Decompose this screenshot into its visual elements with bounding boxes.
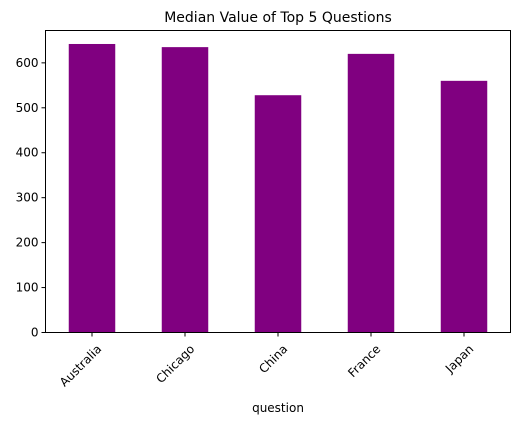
y-tick-label: 400 — [16, 146, 39, 160]
y-tick-label: 100 — [16, 281, 39, 295]
y-tick-label: 600 — [16, 56, 39, 70]
chart-title: Median Value of Top 5 Questions — [164, 10, 392, 26]
x-axis-label: question — [252, 401, 304, 415]
plot-frame — [45, 30, 511, 333]
y-tick-label: 500 — [16, 101, 39, 115]
y-tick-label: 300 — [16, 191, 39, 205]
bars — [68, 43, 488, 333]
bar-france — [347, 53, 395, 333]
y-axis: 0 100 200 300 400 500 600 — [16, 56, 46, 340]
bar-australia — [68, 43, 116, 333]
bar-chicago — [161, 47, 209, 333]
y-tick-label: 200 — [16, 236, 39, 250]
bar-china — [254, 95, 302, 333]
bar-japan — [440, 80, 488, 333]
y-tick-label: 0 — [31, 326, 39, 340]
